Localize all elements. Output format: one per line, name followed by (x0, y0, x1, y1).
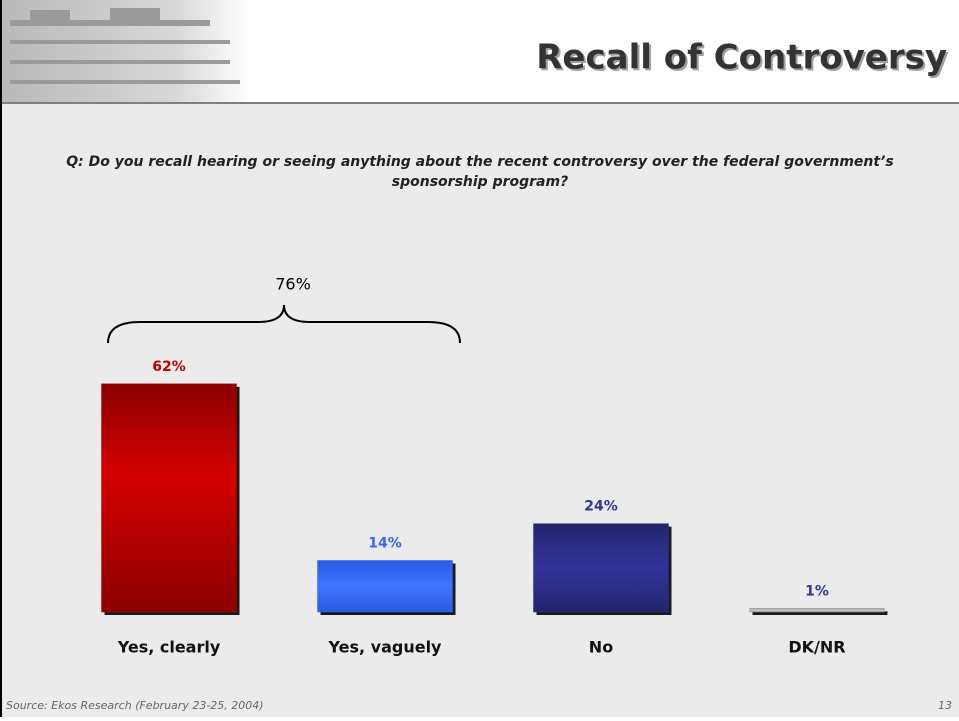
title-shadow: Recall of Controversy (538, 40, 949, 80)
source: Source: Ekos Research (February 23-25, 2… (6, 699, 264, 712)
bar (749, 608, 885, 613)
value-label: 24% (584, 499, 618, 515)
subtitle-box: Q: Do you recall hearing or seeing anyth… (66, 154, 894, 190)
bar (317, 560, 453, 613)
value-label: 14% (368, 535, 402, 551)
bar-shadow (752, 611, 888, 615)
bar (101, 383, 237, 613)
x-tick-label: Yes, vaguely (328, 638, 443, 657)
x-tick-label: No (589, 638, 613, 657)
bar (533, 523, 669, 613)
value-label: 62% (152, 359, 186, 375)
building-sketch (10, 8, 240, 84)
x-tick-label: DK/NR (788, 638, 845, 657)
value-label: 1% (805, 583, 829, 599)
subtitle: Q: Do you recall hearing or seeing anyth… (66, 154, 894, 190)
page-number: 13 (938, 699, 952, 712)
chart-title: Recall of Controversy (536, 38, 947, 78)
x-tick-label: Yes, clearly (117, 638, 221, 657)
brace (107, 304, 461, 344)
annotation: 76% (275, 275, 311, 294)
